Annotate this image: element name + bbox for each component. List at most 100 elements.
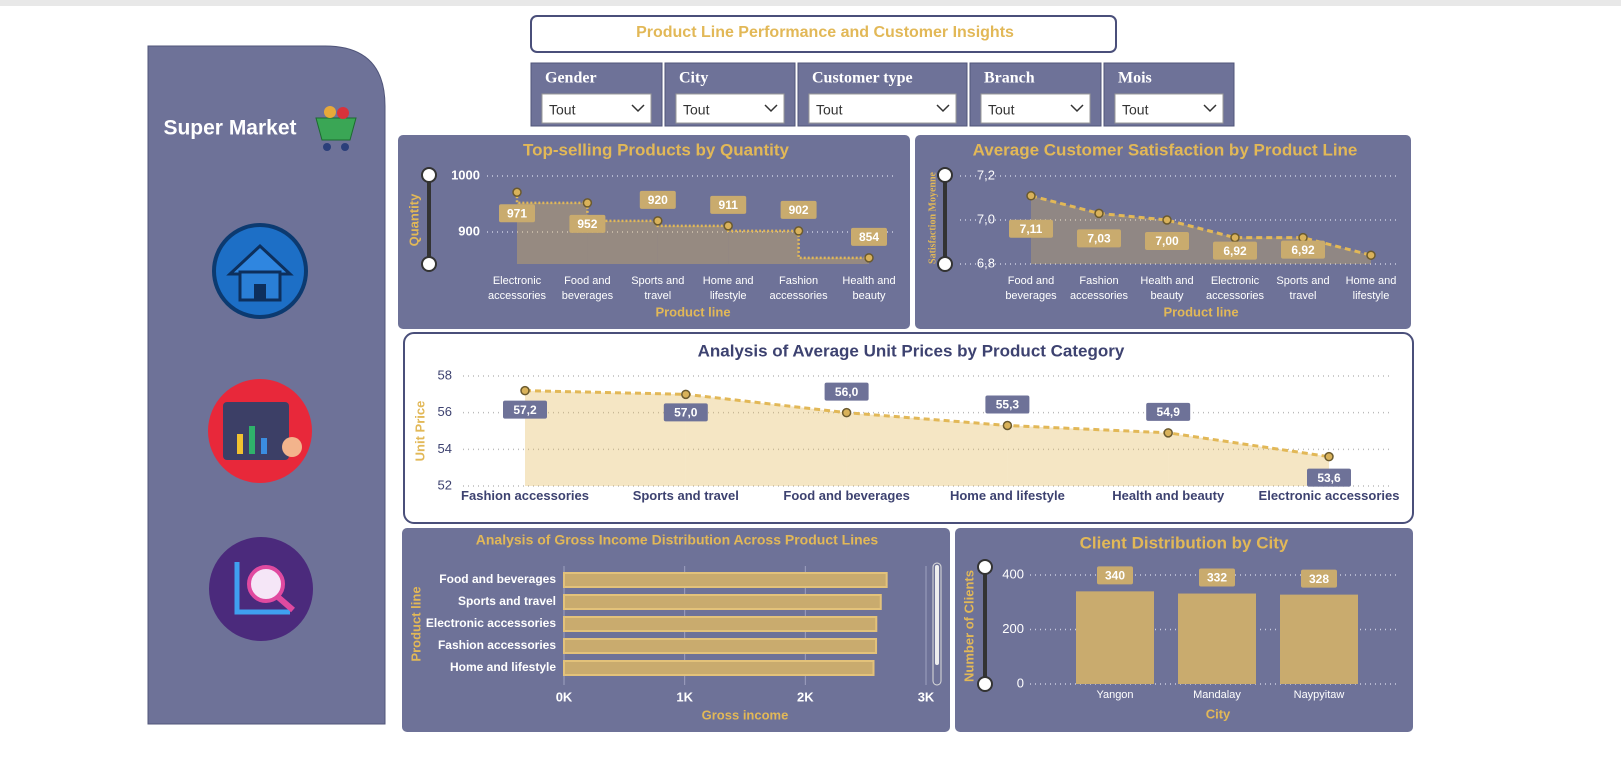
- value-label-bg: [1077, 229, 1121, 248]
- y-tick-label: 6,8: [977, 255, 995, 270]
- x-tick-label: Home and lifestyle: [949, 488, 1065, 503]
- slider-handle[interactable]: [421, 167, 437, 183]
- area: [1007, 425, 1169, 486]
- value-label: 55,3: [996, 398, 1020, 412]
- value-label-bg: [1146, 402, 1191, 421]
- x-tick-label-box: Yangon: [1096, 689, 1133, 701]
- area: [728, 230, 799, 264]
- y-tick-label: 56: [438, 404, 452, 419]
- value-label: 7,00: [1155, 234, 1179, 248]
- x-tick-label: Sports and travel: [1276, 275, 1330, 302]
- x-tick-label: Home and lifestyle: [1345, 275, 1397, 302]
- dropdown[interactable]: [541, 93, 652, 124]
- marker: [793, 226, 804, 236]
- x-tick-label: Sports and travel: [631, 275, 685, 302]
- value-label: 920: [648, 193, 668, 207]
- dropdown[interactable]: [808, 93, 957, 124]
- y-axis-title: Satisfaction Moyenne: [927, 171, 938, 264]
- x-tick-label-box: Food and beverages: [561, 275, 614, 302]
- home-button[interactable]: [212, 223, 308, 319]
- marker: [1094, 208, 1104, 219]
- bar: [563, 660, 875, 676]
- value-label-bg: [639, 190, 676, 209]
- value-label-bg: [499, 204, 535, 223]
- value-label-bg: [780, 200, 817, 219]
- x-tick-label: Electronic accessories: [1205, 275, 1265, 302]
- x-tick-label: 3K: [918, 689, 935, 704]
- y-tick-label: 1000: [451, 167, 480, 182]
- value-label-bg: [1213, 241, 1257, 260]
- value-label: 902: [789, 203, 809, 217]
- dropdown[interactable]: [675, 93, 785, 124]
- x-tick-label-box: Home and lifestyle: [949, 488, 1065, 503]
- x-tick-label-box: Home and lifestyle: [1345, 275, 1397, 302]
- x-tick-label: 0K: [556, 689, 573, 704]
- x-tick-label-box: Naypyitaw: [1293, 689, 1345, 701]
- y-axis-title: Number of Clients: [961, 570, 976, 682]
- y-axis-title: Product line: [408, 586, 423, 661]
- dropdown[interactable]: [980, 93, 1091, 124]
- report-button[interactable]: [208, 379, 312, 483]
- dropdown[interactable]: [1114, 93, 1224, 124]
- slider-handle[interactable]: [421, 256, 437, 272]
- y-tick-label: 7,0: [977, 211, 995, 226]
- value-label-bg: [1301, 569, 1337, 588]
- dropdown-value: Tout: [549, 102, 576, 118]
- value-label: 340: [1105, 569, 1125, 583]
- line: [524, 389, 1330, 459]
- x-tick-label: Naypyitaw: [1293, 689, 1345, 701]
- x-tick-label: Health and beauty: [842, 275, 896, 302]
- marker: [1026, 191, 1036, 201]
- value-label: 328: [1309, 572, 1329, 586]
- value-label-bg: [1145, 232, 1189, 250]
- y-tick-label: 0: [1017, 675, 1024, 690]
- y-tick-label: Food and beverages: [439, 572, 556, 586]
- x-tick-label-box: Health and beauty: [1112, 488, 1225, 503]
- x-axis-title: City: [1206, 706, 1231, 721]
- x-tick-label: Home and lifestyle: [702, 275, 754, 302]
- scrollbar[interactable]: [932, 562, 942, 686]
- value-label: 854: [859, 230, 879, 244]
- x-tick-label: Health and beauty: [1112, 488, 1225, 503]
- bar: [563, 616, 878, 632]
- filter-label: Branch: [984, 70, 1035, 87]
- x-tick-label-box: Food and beverages: [1005, 275, 1057, 302]
- x-tick-label: Electronic accessories: [1258, 488, 1400, 503]
- value-label: 57,2: [513, 403, 537, 417]
- x-tick-label-box: Electronic accessories: [1205, 275, 1265, 302]
- value-label-bg: [503, 400, 547, 419]
- slider-handle[interactable]: [977, 676, 993, 692]
- marker: [653, 216, 663, 226]
- x-tick-label-box: Sports and travel: [1276, 275, 1330, 302]
- value-label-bg: [985, 395, 1030, 414]
- x-tick-label: Food and beverages: [561, 275, 614, 302]
- value-label: 57,0: [674, 406, 698, 420]
- value-label-bg: [1281, 240, 1325, 259]
- marker: [1162, 215, 1172, 225]
- filter-label: Customer type: [812, 70, 913, 87]
- bar: [1178, 593, 1256, 684]
- marker: [841, 407, 852, 418]
- scrollbar-thumb[interactable]: [935, 565, 939, 665]
- area: [657, 225, 729, 264]
- value-label-bg: [663, 403, 708, 422]
- x-tick-label: Food and beverages: [1005, 275, 1057, 302]
- bar: [1280, 594, 1358, 684]
- x-tick-label-box: Food and beverages: [783, 488, 909, 503]
- chevron: [764, 104, 778, 113]
- slider-handle[interactable]: [937, 256, 953, 272]
- y-tick-label: 900: [458, 223, 480, 238]
- slider-handle[interactable]: [937, 167, 953, 183]
- value-label: 7,11: [1020, 222, 1043, 236]
- marker: [1002, 420, 1013, 431]
- line-step: [515, 192, 588, 205]
- marker: [723, 221, 733, 231]
- value-label: 54,9: [1157, 405, 1181, 419]
- value-label-bg: [1097, 566, 1133, 585]
- analysis-button[interactable]: [209, 537, 313, 641]
- slider-handle[interactable]: [977, 559, 993, 575]
- top-strip: [0, 0, 1621, 6]
- x-tick-label-box: Fashion accessories: [1070, 275, 1128, 302]
